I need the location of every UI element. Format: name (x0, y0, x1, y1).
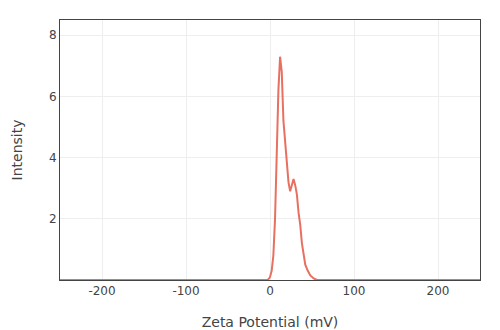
svg-text:Intensity: Intensity (9, 120, 25, 181)
svg-text:-100: -100 (172, 284, 199, 298)
svg-text:8: 8 (49, 28, 57, 42)
svg-text:2: 2 (49, 212, 57, 226)
svg-text:200: 200 (427, 284, 450, 298)
svg-text:Zeta Potential (mV): Zeta Potential (mV) (202, 314, 339, 330)
svg-text:4: 4 (49, 151, 57, 165)
svg-text:-200: -200 (88, 284, 115, 298)
svg-text:100: 100 (343, 284, 366, 298)
svg-text:6: 6 (49, 90, 57, 104)
svg-text:0: 0 (266, 284, 274, 298)
